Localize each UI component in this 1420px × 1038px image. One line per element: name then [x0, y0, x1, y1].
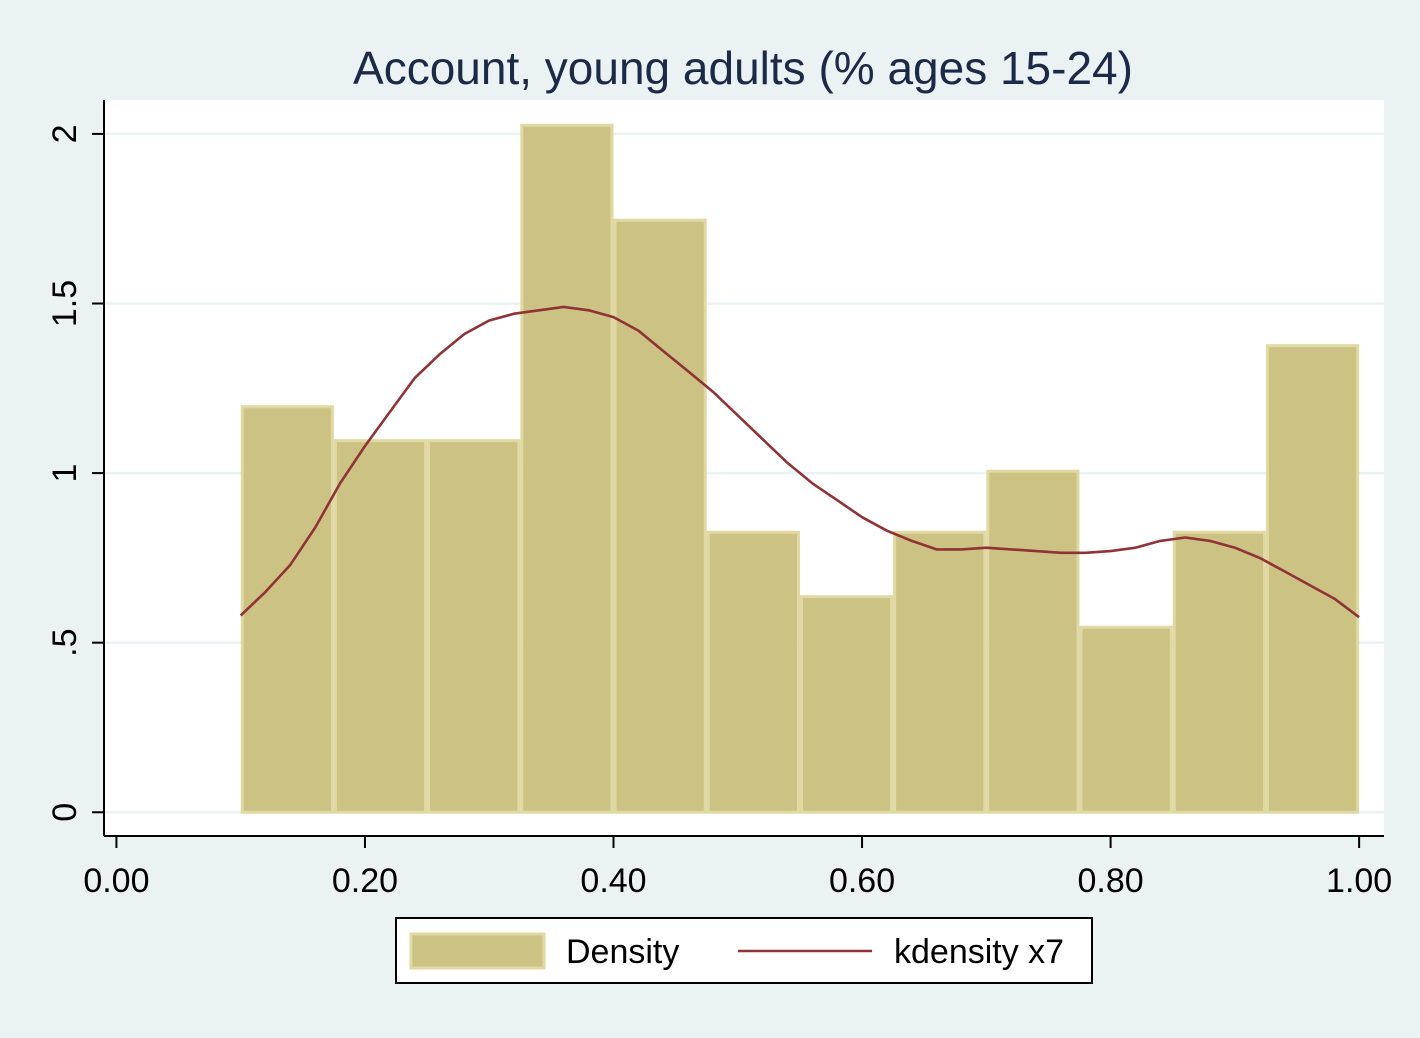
x-tick-label-1: 0.20 — [332, 862, 398, 900]
y-tick-label-3: 1.5 — [46, 280, 84, 327]
histogram-bar-0 — [240, 405, 334, 814]
chart-title: Account, young adults (% ages 15-24) — [353, 42, 1133, 94]
legend: Density kdensity x7 — [395, 917, 1093, 984]
x-tick-label-0: 0.00 — [83, 862, 149, 900]
histogram-bar-1 — [333, 439, 428, 814]
histogram-bar-11 — [1265, 344, 1360, 814]
plot-area: 0 .5 1 1.5 2 0.00 0.20 0.40 0.60 0.80 1.00 — [46, 100, 1392, 900]
legend-label-density: Density — [566, 933, 679, 971]
x-tick-label-3: 0.60 — [829, 862, 895, 900]
x-tick-label-4: 0.80 — [1078, 862, 1144, 900]
x-tick-label-2: 0.40 — [580, 862, 646, 900]
histogram-bar-7 — [893, 530, 987, 814]
histogram-bar-9 — [1079, 625, 1173, 814]
histogram-bar-10 — [1172, 530, 1266, 814]
histogram-bar-2 — [427, 439, 521, 814]
y-tick-label-4: 2 — [46, 124, 84, 143]
histogram-bar-3 — [520, 123, 614, 814]
legend-swatch-density — [409, 932, 546, 970]
histogram-bar-6 — [799, 595, 894, 814]
y-tick-label-1: .5 — [46, 628, 84, 656]
histogram-bar-5 — [706, 530, 800, 814]
y-tick-label-0: 0 — [46, 803, 84, 822]
y-tick-label-2: 1 — [46, 464, 84, 483]
histogram-bar-4 — [613, 218, 707, 814]
x-tick-label-5: 1.00 — [1326, 862, 1392, 900]
histogram-bar-8 — [986, 469, 1080, 814]
kdensity-line — [239, 305, 1360, 619]
legend-label-kdensity: kdensity x7 — [894, 933, 1064, 971]
